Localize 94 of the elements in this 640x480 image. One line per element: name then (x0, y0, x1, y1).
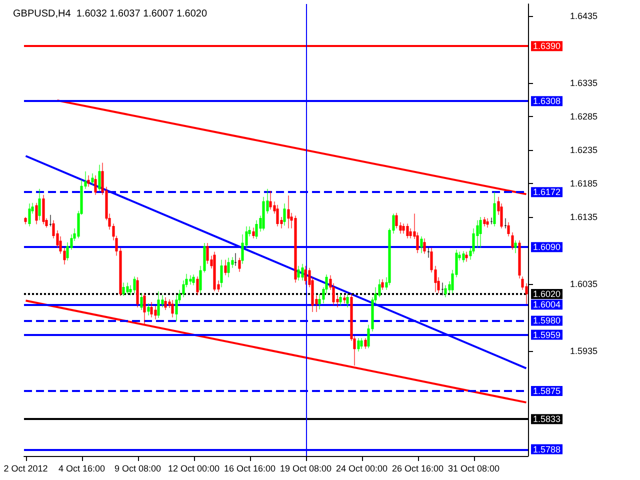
candlestick (479, 216, 482, 248)
candlestick (514, 240, 517, 254)
candlestick (301, 264, 304, 281)
candlestick (339, 294, 342, 306)
ref-line-label: 1.5788 (533, 444, 561, 454)
candlestick (304, 266, 307, 285)
candlestick (98, 164, 101, 192)
candlestick (486, 218, 489, 228)
candlestick (150, 302, 153, 318)
candlestick (91, 173, 94, 186)
y-tick-label: 1.6335 (570, 78, 598, 88)
candlestick (360, 338, 363, 350)
candlestick (196, 276, 199, 296)
candlestick (189, 274, 192, 285)
candlestick (35, 202, 38, 225)
candlestick (294, 215, 297, 283)
candlestick (444, 284, 447, 298)
ref-line-label: 1.6020 (533, 288, 561, 299)
chart-title: GBPUSD,H4 1.6032 1.6037 1.6007 1.6020 (13, 8, 208, 20)
ref-line-label: 1.6090 (533, 242, 561, 252)
candlestick (276, 204, 279, 227)
candlestick (220, 260, 223, 288)
candlestick (406, 223, 409, 239)
y-tick-label: 1.6435 (570, 11, 598, 22)
x-tick-label: 4 Oct 16:00 (58, 464, 106, 474)
candlestick (224, 260, 227, 276)
ref-line-label: 1.6004 (533, 300, 561, 310)
y-tick-label: 1.6285 (570, 112, 598, 122)
ref-line-label: 1.5959 (533, 330, 561, 340)
candlestick (343, 294, 346, 304)
candlestick (252, 227, 255, 239)
y-tick-label: 1.6035 (570, 278, 598, 289)
candlestick (297, 266, 300, 281)
candlestick (490, 217, 493, 225)
candlestick (28, 203, 31, 227)
candlestick (136, 276, 139, 308)
x-tick-label: 19 Oct 08:00 (280, 464, 332, 474)
candlestick (493, 192, 496, 227)
candlestick (227, 257, 230, 278)
candlestick (157, 290, 160, 318)
x-tick-label: 12 Oct 00:00 (168, 464, 220, 474)
candlestick (87, 175, 90, 188)
candlestick (346, 294, 349, 308)
candlestick (255, 220, 258, 240)
candlestick (122, 282, 125, 296)
candlestick (140, 292, 143, 310)
candlestick (507, 222, 510, 237)
candlestick (213, 251, 216, 292)
candlestick (427, 247, 430, 258)
x-tick-label: 9 Oct 08:00 (114, 464, 162, 474)
candlestick (420, 236, 423, 254)
x-tick-label: 16 Oct 16:00 (224, 464, 276, 474)
candlestick (283, 203, 286, 226)
candlestick (192, 274, 195, 286)
candlestick (238, 257, 241, 272)
y-tick-label: 1.6235 (570, 144, 598, 155)
candlestick (518, 240, 521, 279)
y-tick-label: 1.6135 (570, 212, 598, 222)
candlestick (511, 232, 514, 250)
candlestick (171, 300, 174, 318)
ref-line-label: 1.5833 (533, 414, 561, 424)
candlestick (147, 303, 150, 316)
candlestick (287, 195, 290, 229)
candlestick (154, 306, 157, 320)
x-tick-label: 2 Oct 2012 (4, 464, 48, 474)
x-tick-label: 24 Oct 00:00 (336, 464, 388, 474)
candlestick (42, 194, 45, 225)
candlestick (49, 214, 52, 227)
x-tick-label: 31 Oct 08:00 (448, 464, 500, 474)
candlestick (24, 216, 27, 225)
ref-line-label: 1.5980 (533, 316, 561, 326)
candlestick (126, 282, 129, 294)
candlestick (504, 218, 507, 229)
candlestick (94, 175, 97, 196)
candlestick (465, 251, 468, 262)
candlestick (206, 242, 209, 264)
y-tick-label: 1.6185 (570, 178, 598, 188)
candlestick (133, 276, 136, 294)
ref-line-label: 1.6390 (533, 41, 561, 52)
candlestick (483, 216, 486, 227)
ref-line-label: 1.5875 (533, 386, 561, 396)
candlestick (234, 252, 237, 266)
y-tick-label: 1.5935 (570, 346, 598, 356)
candlestick (38, 188, 41, 221)
candlestick (364, 338, 367, 350)
x-tick-label: 26 Oct 16:00 (392, 464, 444, 474)
candlestick (423, 238, 426, 254)
candlestick (164, 297, 167, 310)
candlestick (462, 250, 465, 263)
ref-line-label: 1.6308 (533, 96, 561, 106)
candlestick (269, 190, 272, 210)
ref-line-label: 1.6172 (533, 187, 561, 198)
candlestick (357, 338, 360, 352)
candlestick (381, 278, 384, 290)
